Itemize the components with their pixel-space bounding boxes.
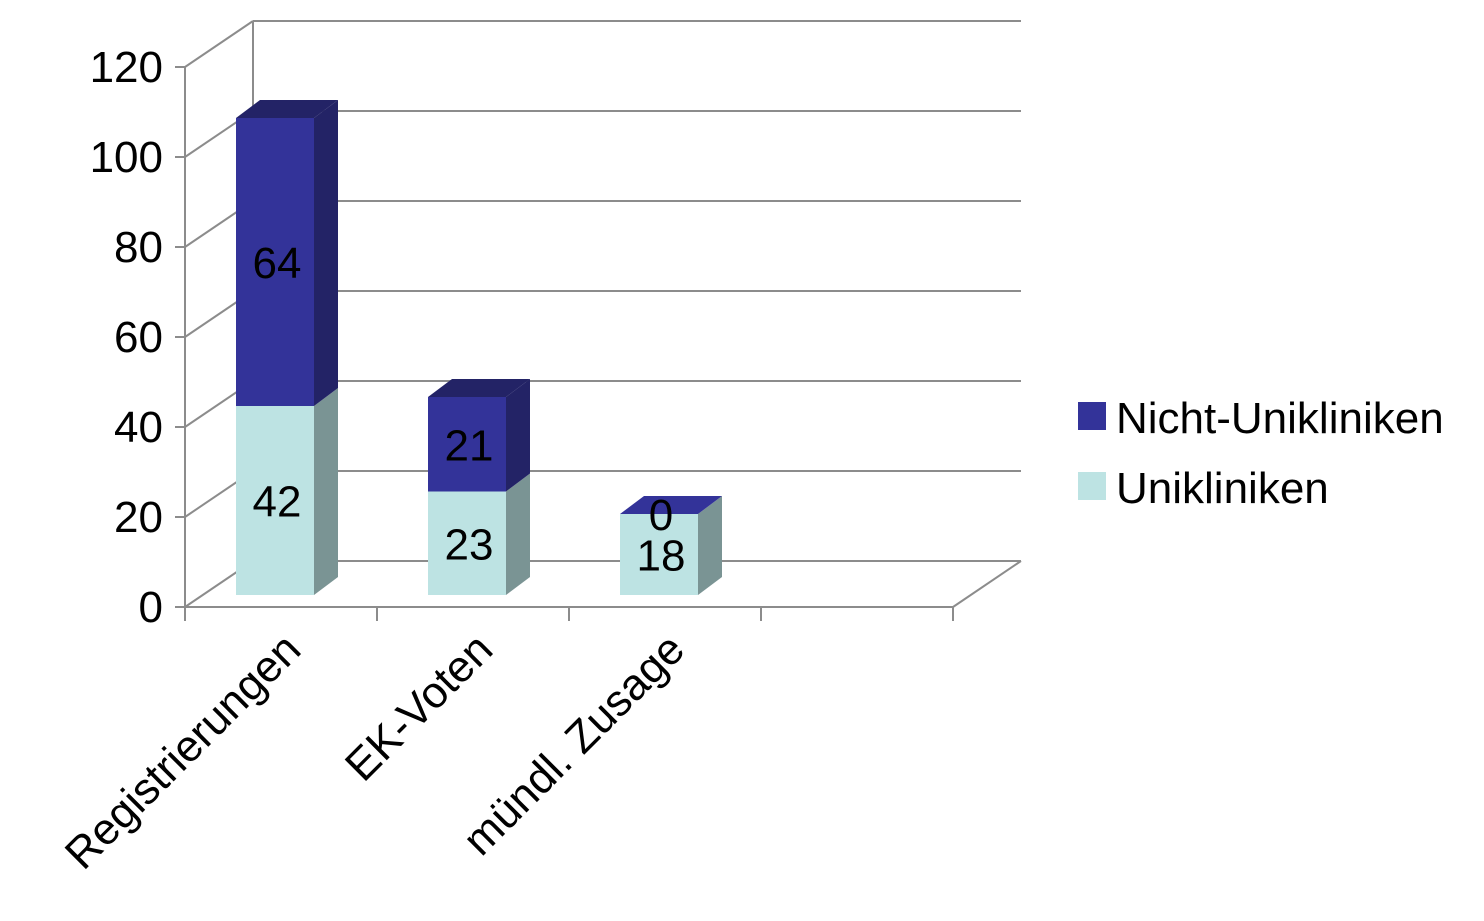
- legend: Nicht-Unikliniken Unikliniken: [1078, 394, 1444, 513]
- bar-unikliniken: [236, 388, 338, 595]
- legend-item: Nicht-Unikliniken: [1078, 394, 1444, 443]
- legend-label: Unikliniken: [1116, 464, 1329, 513]
- bar-top: [620, 496, 722, 514]
- bar-side: [698, 496, 722, 595]
- y-tick-label: 60: [114, 313, 163, 362]
- data-label: 64: [253, 239, 302, 288]
- bar-front: [620, 514, 698, 595]
- y-tick-label: 0: [139, 583, 163, 632]
- chart-back-wall: [184, 20, 1022, 608]
- data-label: 0: [649, 491, 673, 540]
- bar-side: [314, 100, 338, 406]
- data-label: 18: [637, 532, 686, 581]
- bar-top: [236, 100, 338, 118]
- y-tick-label: 100: [90, 133, 163, 182]
- bar-top: [428, 379, 530, 397]
- bar-unikliniken: [620, 496, 722, 595]
- y-axis: 0 20 40 60 80 100 120: [90, 43, 186, 632]
- data-label: 21: [445, 421, 494, 470]
- data-label: 42: [253, 478, 302, 527]
- legend-swatch: [1078, 472, 1106, 500]
- data-labels: 42 64 23 21 180: [253, 239, 686, 581]
- x-category-label: Registrierungen: [56, 624, 310, 878]
- bar-front: [428, 397, 506, 492]
- x-category-label: EK-Voten: [336, 624, 502, 790]
- y-tick-label: 120: [90, 43, 163, 92]
- bar-front: [236, 118, 314, 406]
- legend-swatch: [1078, 402, 1106, 430]
- bar-side: [506, 379, 530, 492]
- y-tick-label: 40: [114, 403, 163, 452]
- bar-nicht-unikliniken: [236, 100, 338, 406]
- legend-label: Nicht-Unikliniken: [1116, 394, 1444, 443]
- floor-edge: [952, 560, 1022, 608]
- bar-front: [428, 491, 506, 595]
- bar-series: [236, 100, 722, 595]
- data-label: 23: [445, 520, 494, 569]
- bar-side: [314, 388, 338, 595]
- gridline-side: [184, 20, 254, 68]
- legend-item: Unikliniken: [1078, 464, 1329, 513]
- y-tick-label: 80: [114, 223, 163, 272]
- bar-unikliniken: [428, 473, 530, 595]
- bar-nicht-unikliniken: [620, 496, 722, 514]
- bar-side: [506, 473, 530, 595]
- bar-front: [236, 406, 314, 595]
- y-tick-label: 20: [114, 493, 163, 542]
- bar-nicht-unikliniken: [428, 379, 530, 492]
